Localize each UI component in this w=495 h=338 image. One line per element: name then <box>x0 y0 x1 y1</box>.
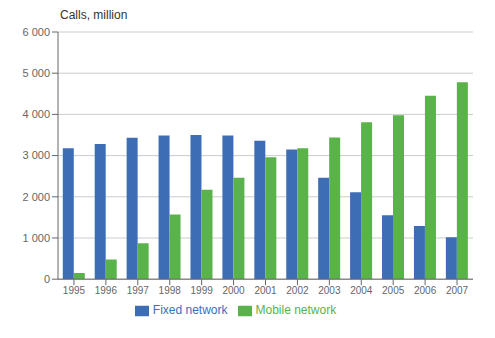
svg-text:1998: 1998 <box>159 285 182 296</box>
svg-text:3 000: 3 000 <box>22 149 50 161</box>
svg-text:1997: 1997 <box>127 285 150 296</box>
svg-text:6 000: 6 000 <box>22 26 50 38</box>
html-text:Mobile network: Mobile network <box>255 303 337 318</box>
svg-text:2 000: 2 000 <box>22 191 50 203</box>
svg-text:1995: 1995 <box>63 285 86 296</box>
svg-text:1 000: 1 000 <box>22 232 50 244</box>
svg-text:1999: 1999 <box>191 285 214 296</box>
svg-text:2001: 2001 <box>254 285 277 296</box>
svg-text:0: 0 <box>44 273 50 285</box>
svg-text:2005: 2005 <box>382 285 405 296</box>
svg-text:2006: 2006 <box>414 285 437 296</box>
html-text:Calls, million: Calls, million <box>60 8 128 22</box>
svg-text:2007: 2007 <box>446 285 469 296</box>
html-text:Fixed network: Fixed network <box>152 303 228 318</box>
svg-text:5 000: 5 000 <box>22 67 50 79</box>
svg-text:2003: 2003 <box>318 285 341 296</box>
svg-text:4 000: 4 000 <box>22 108 50 120</box>
svg-text:2000: 2000 <box>222 285 245 296</box>
svg-text:2004: 2004 <box>350 285 373 296</box>
svg-text:1996: 1996 <box>95 285 118 296</box>
svg-text:2002: 2002 <box>286 285 309 296</box>
